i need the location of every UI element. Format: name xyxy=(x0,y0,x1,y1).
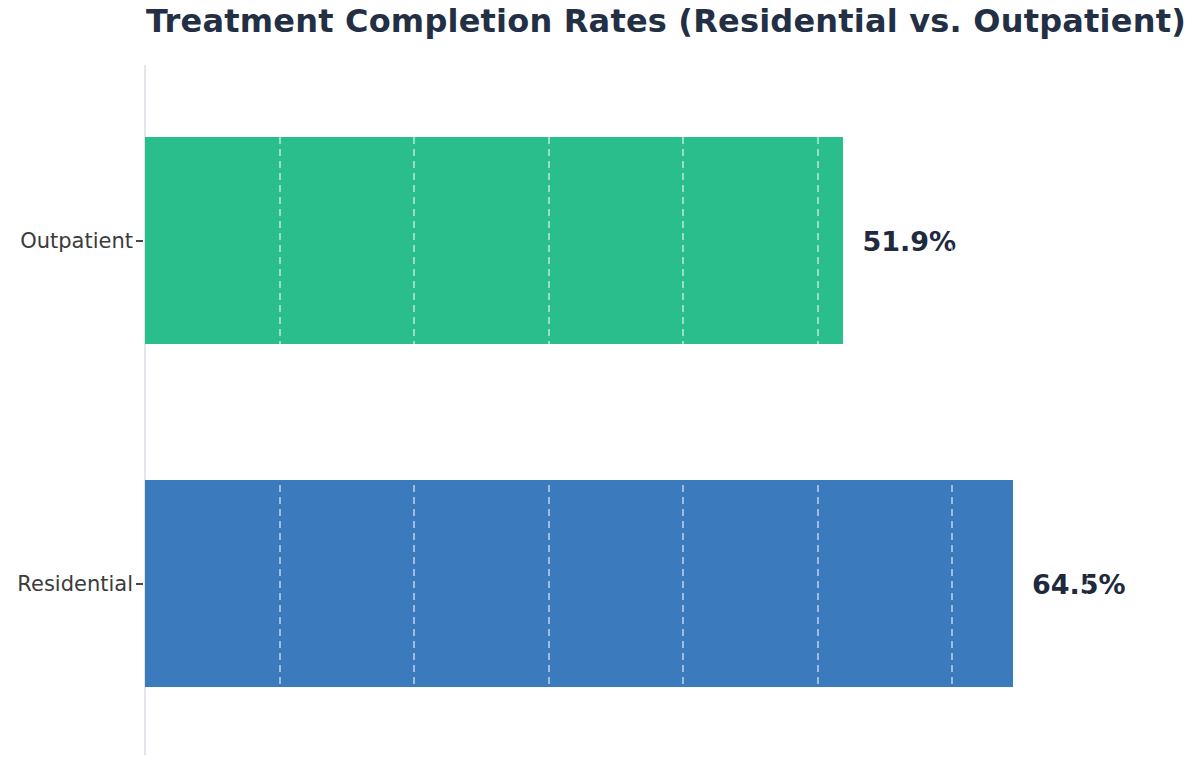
y-tick-mark xyxy=(136,240,143,242)
chart-title: Treatment Completion Rates (Residential … xyxy=(132,2,1200,40)
bar-row-outpatient: Outpatient 51.9% xyxy=(145,137,1200,344)
bar-value-label-outpatient: 51.9% xyxy=(862,225,956,256)
y-tick-label-outpatient: Outpatient xyxy=(0,229,133,253)
bar-chart: Treatment Completion Rates (Residential … xyxy=(0,0,1200,769)
y-tick-label-residential: Residential xyxy=(0,572,133,596)
bar-row-residential: Residential 64.5% xyxy=(145,480,1200,687)
bar-outpatient xyxy=(145,137,843,344)
bar-residential xyxy=(145,480,1013,687)
plot-area: Outpatient 51.9% Residential 64.5% xyxy=(145,65,1200,755)
y-tick-mark xyxy=(136,583,143,585)
bar-value-label-residential: 64.5% xyxy=(1032,568,1126,599)
